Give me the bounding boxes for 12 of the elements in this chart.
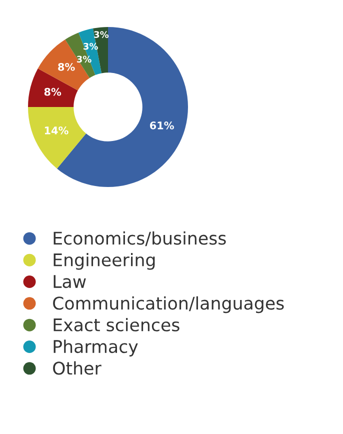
data-label: 14% — [44, 126, 68, 134]
legend-label: Communication/languages — [53, 296, 284, 314]
legend-label: Engineering — [54, 252, 155, 270]
legend-label: Pharmacy — [54, 340, 138, 356]
data-label: 8% — [44, 88, 62, 96]
legend-label: Economics/business — [54, 231, 226, 246]
legend-label: Law — [54, 275, 86, 288]
legend-label: Exact sciences — [54, 318, 180, 332]
data-label: 8% — [58, 62, 75, 71]
legend-label: Other — [53, 361, 102, 375]
donut-slice — [28, 107, 86, 169]
data-label: 61% — [150, 122, 174, 130]
